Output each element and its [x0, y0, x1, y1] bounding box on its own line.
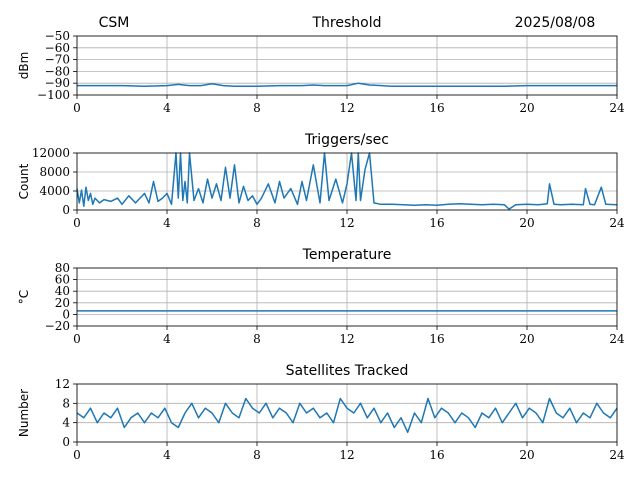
y-axis-label: °C	[17, 290, 31, 304]
x-tick-label: 8	[253, 448, 261, 462]
x-tick-label: 24	[609, 216, 625, 230]
x-tick-label: 16	[429, 101, 444, 115]
y-tick-label: 4000	[39, 184, 70, 198]
y-tick-label: 12	[55, 377, 70, 391]
x-tick-label: 4	[163, 216, 171, 230]
y-tick-label: 60	[55, 273, 70, 287]
y-tick-label: −80	[45, 64, 70, 78]
chart-title: Threshold	[312, 15, 382, 31]
y-tick-label: 40	[55, 284, 70, 298]
x-tick-label: 12	[339, 332, 354, 346]
y-axis-label: dBm	[17, 52, 31, 80]
x-tick-label: 4	[163, 448, 171, 462]
y-tick-label: 8	[62, 396, 70, 410]
y-tick-label: −90	[45, 76, 70, 90]
series-line-4-1	[76, 397, 618, 434]
chart-title: Temperature	[302, 247, 392, 263]
x-tick-label: 12	[339, 448, 354, 462]
y-tick-label: 12000	[32, 146, 70, 160]
x-tick-label: 16	[429, 216, 444, 230]
header-date-label: 2025/08/08	[515, 15, 596, 31]
x-tick-label: 0	[73, 101, 81, 115]
y-tick-label: 80	[55, 261, 70, 275]
y-tick-label: 8000	[39, 165, 70, 179]
x-tick-label: 20	[519, 332, 534, 346]
x-tick-label: 8	[253, 216, 261, 230]
x-tick-label: 24	[609, 101, 625, 115]
series-line-2-1	[76, 152, 618, 210]
x-tick-label: 24	[609, 332, 625, 346]
chart-panel-1: 0 4 8 12 16 20 24 −100−90−80−70−60−50 Threshold d…	[17, 15, 625, 115]
header-left-label: CSM	[99, 15, 130, 31]
x-tick-label: 20	[519, 101, 534, 115]
x-tick-label: 12	[339, 101, 354, 115]
y-tick-label: −100	[37, 88, 70, 102]
x-tick-label: 8	[253, 332, 261, 346]
x-tick-label: 16	[429, 448, 444, 462]
series-line-1-1	[77, 82, 617, 87]
y-axis-label: Number	[17, 389, 31, 437]
x-tick-label: 4	[163, 332, 171, 346]
y-tick-label: −20	[45, 319, 70, 333]
y-tick-label: −70	[45, 53, 70, 67]
chart-panel-2: 0 4 8 12 16 20 24 0 4000 8000 12000 Triggers/sec Cou…	[17, 132, 625, 230]
x-tick-label: 20	[519, 216, 534, 230]
y-tick-label: −50	[45, 29, 70, 43]
x-tick-label: 16	[429, 332, 444, 346]
x-tick-label: 8	[253, 101, 261, 115]
y-tick-label: 4	[62, 416, 70, 430]
y-tick-label: 0	[62, 203, 70, 217]
x-tick-label: 20	[519, 448, 534, 462]
x-tick-label: 24	[609, 448, 625, 462]
y-axis-label: Count	[17, 163, 31, 199]
y-tick-label: 0	[62, 307, 70, 321]
x-tick-label: 0	[73, 448, 81, 462]
x-tick-label: 12	[339, 216, 354, 230]
chart-panel-4: 0 4 8 12 16 20 24 0 4 8 12 Satellites Tracked Number	[17, 363, 625, 462]
y-tick-label: 20	[55, 296, 70, 310]
chart-title: Satellites Tracked	[286, 363, 409, 379]
x-tick-label: 4	[163, 101, 171, 115]
x-tick-label: 0	[73, 216, 81, 230]
chart-title: Triggers/sec	[304, 132, 389, 148]
x-tick-label: 0	[73, 332, 81, 346]
chart-panels: 0 4 8 12 16 20 24 −100−90−80−70−60−50 Threshold d…	[17, 15, 625, 462]
y-tick-label: −60	[45, 41, 70, 55]
y-tick-label: 0	[62, 435, 70, 449]
